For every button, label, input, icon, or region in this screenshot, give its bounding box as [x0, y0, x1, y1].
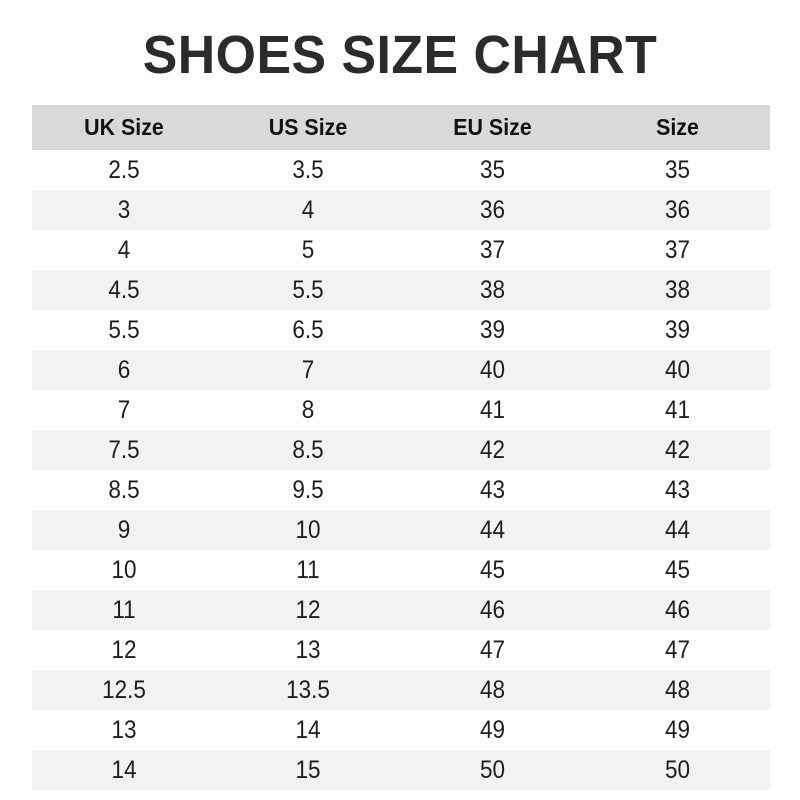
table-cell: 7	[301, 356, 315, 384]
table-body: 2.5 3.5 35 35 3 4 36 36 4 5 37 37 4.5 5.5 38 38 5.5 6.5 39…	[32, 150, 770, 790]
table-cell: 47	[664, 636, 691, 664]
table-cell: 12.5	[102, 676, 146, 704]
table-cell: 11	[112, 596, 136, 624]
table-cell: 48	[479, 676, 506, 704]
table-row: 13 14 49 49	[32, 710, 770, 750]
table-cell: 47	[479, 636, 506, 664]
table-cell: 14	[295, 716, 321, 744]
table-cell: 44	[664, 516, 691, 544]
table-header: UK Size US Size EU Size Size	[32, 105, 770, 150]
table-row: 9 10 44 44	[32, 510, 770, 550]
table-cell: 5.5	[292, 276, 324, 304]
table-cell: 3.5	[292, 156, 324, 184]
table-cell: 40	[664, 356, 691, 384]
table-cell: 14	[111, 756, 137, 784]
table-cell: 3	[117, 196, 131, 224]
table-cell: 38	[664, 276, 691, 304]
table-cell: 38	[479, 276, 506, 304]
table-row: 3 4 36 36	[32, 190, 770, 230]
column-header-uk-size: UK Size	[84, 114, 164, 140]
table-cell: 6.5	[292, 316, 324, 344]
table-cell: 12	[295, 596, 321, 624]
table-cell: 36	[664, 196, 691, 224]
table-cell: 6	[117, 356, 131, 384]
table-cell: 41	[479, 396, 506, 424]
page-title: SHOES SIZE CHART	[142, 25, 658, 85]
column-header-size: Size	[656, 114, 699, 140]
table-cell: 50	[664, 756, 691, 784]
table-row: 7 8 41 41	[32, 390, 770, 430]
table-cell: 10	[295, 516, 321, 544]
table-cell: 41	[664, 396, 691, 424]
table-cell: 49	[479, 716, 506, 744]
table-cell: 8	[301, 396, 315, 424]
table-row: 10 11 45 45	[32, 550, 770, 590]
table-cell: 9	[117, 516, 131, 544]
table-cell: 43	[479, 476, 506, 504]
table-cell: 35	[479, 156, 506, 184]
table-cell: 12	[111, 636, 137, 664]
table-row: 12.5 13.5 48 48	[32, 670, 770, 710]
table-row: 4 5 37 37	[32, 230, 770, 270]
table-cell: 8.5	[108, 476, 140, 504]
table-row: 2.5 3.5 35 35	[32, 150, 770, 190]
column-header-us-size: US Size	[268, 114, 348, 140]
table-row: 14 15 50 50	[32, 750, 770, 790]
table-cell: 13.5	[286, 676, 330, 704]
table-cell: 45	[479, 556, 506, 584]
table-cell: 49	[664, 716, 691, 744]
table-cell: 39	[664, 316, 691, 344]
table-row: 12 13 47 47	[32, 630, 770, 670]
table-cell: 4.5	[108, 276, 140, 304]
table-cell: 4	[117, 236, 131, 264]
table-cell: 13	[295, 636, 321, 664]
table-cell: 48	[664, 676, 691, 704]
table-cell: 7	[117, 396, 131, 424]
table-cell: 42	[664, 436, 691, 464]
table-cell: 44	[479, 516, 506, 544]
table-cell: 13	[111, 716, 137, 744]
table-row: 11 12 46 46	[32, 590, 770, 630]
table-cell: 45	[664, 556, 691, 584]
column-header-eu-size: EU Size	[453, 114, 532, 140]
table-header-row: UK Size US Size EU Size Size	[32, 105, 770, 150]
table-cell: 46	[479, 596, 506, 624]
size-table-container: UK Size US Size EU Size Size 2.5 3.5 35 35 3…	[32, 105, 770, 790]
table-row: 8.5 9.5 43 43	[32, 470, 770, 510]
table-cell: 46	[664, 596, 691, 624]
table-cell: 15	[295, 756, 321, 784]
table-cell: 42	[479, 436, 506, 464]
table-cell: 39	[479, 316, 506, 344]
table-cell: 9.5	[292, 476, 324, 504]
table-cell: 35	[664, 156, 691, 184]
table-row: 5.5 6.5 39 39	[32, 310, 770, 350]
table-row: 4.5 5.5 38 38	[32, 270, 770, 310]
table-cell: 43	[664, 476, 691, 504]
table-cell: 7.5	[108, 436, 140, 464]
table-cell: 40	[479, 356, 506, 384]
table-cell: 5	[301, 236, 315, 264]
table-cell: 8.5	[292, 436, 324, 464]
table-cell: 11	[296, 556, 320, 584]
shoe-size-table: UK Size US Size EU Size Size 2.5 3.5 35 35 3…	[32, 105, 770, 790]
table-cell: 36	[479, 196, 506, 224]
table-cell: 10	[111, 556, 137, 584]
table-cell: 5.5	[108, 316, 140, 344]
table-row: 6 7 40 40	[32, 350, 770, 390]
table-cell: 37	[479, 236, 506, 264]
table-cell: 50	[479, 756, 506, 784]
table-row: 7.5 8.5 42 42	[32, 430, 770, 470]
table-cell: 37	[664, 236, 691, 264]
table-cell: 4	[301, 196, 315, 224]
table-cell: 2.5	[108, 156, 140, 184]
